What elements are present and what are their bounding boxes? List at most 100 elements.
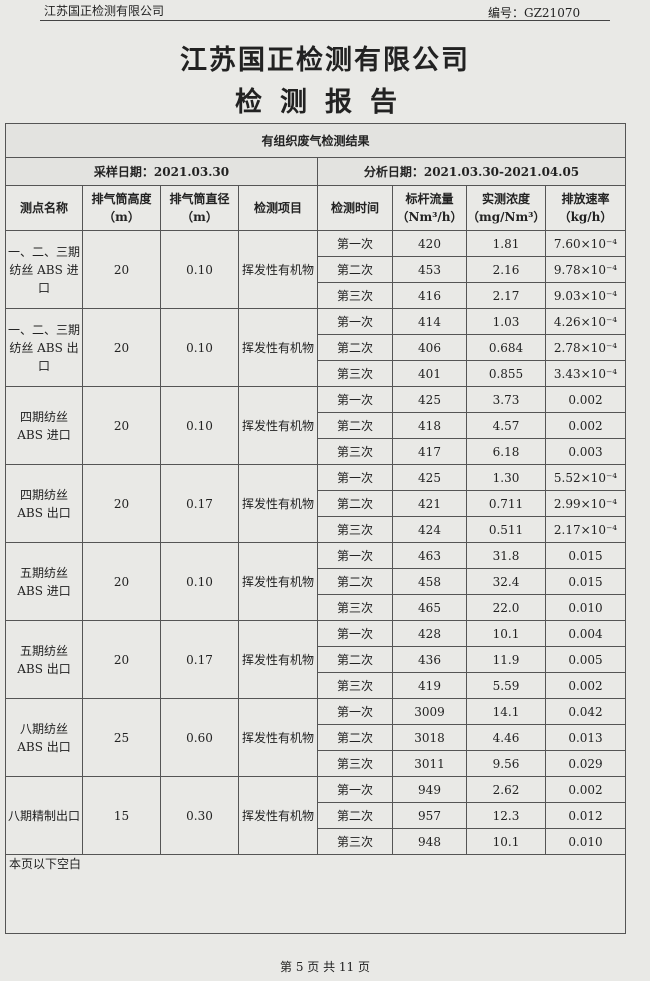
stack-height: 20 <box>82 308 161 387</box>
concentration: 10.1 <box>466 828 546 855</box>
test-time: 第二次 <box>317 568 393 595</box>
flow-rate: 420 <box>392 230 467 257</box>
site-name: 四期纺丝 ABS 进口 <box>5 386 83 465</box>
concentration: 0.855 <box>466 360 546 387</box>
emission-rate: 0.002 <box>544 776 627 803</box>
emission-rate: 0.003 <box>544 438 627 465</box>
header-divider <box>40 20 610 21</box>
report-number: 编号：GZ21070 <box>488 6 581 20</box>
flow-rate: 417 <box>392 438 467 465</box>
test-time: 第一次 <box>317 542 393 569</box>
flow-rate: 401 <box>392 360 467 387</box>
emission-rate: 0.002 <box>544 412 627 439</box>
column-header: 检测项目 <box>238 185 318 231</box>
test-time: 第二次 <box>317 256 393 283</box>
table-row: 第三次 401 0.855 3.43×10⁻⁴ <box>6 360 627 387</box>
emission-rate: 0.002 <box>544 672 627 699</box>
test-time: 第二次 <box>317 724 393 751</box>
concentration: 11.9 <box>466 646 546 673</box>
stack-height: 20 <box>82 386 161 465</box>
test-time: 第三次 <box>317 594 393 621</box>
test-time: 第一次 <box>317 698 393 725</box>
emission-rate: 5.52×10⁻⁴ <box>544 464 627 491</box>
test-time: 第三次 <box>317 516 393 543</box>
column-header: 检测时间 <box>317 185 393 231</box>
flow-rate: 418 <box>392 412 467 439</box>
flow-rate: 3011 <box>392 750 467 777</box>
concentration: 3.73 <box>466 386 546 413</box>
stack-diameter: 0.10 <box>160 308 239 387</box>
concentration: 2.16 <box>466 256 546 283</box>
table-row: 第二次 453 2.16 9.78×10⁻⁴ <box>6 256 627 283</box>
stack-diameter: 0.60 <box>160 698 239 777</box>
flow-rate: 3009 <box>392 698 467 725</box>
table-row: 第三次 3011 9.56 0.029 <box>6 750 627 777</box>
concentration: 4.46 <box>466 724 546 751</box>
test-time: 第二次 <box>317 412 393 439</box>
emission-rate: 0.010 <box>544 594 627 621</box>
table-row: 第二次 418 4.57 0.002 <box>6 412 627 439</box>
test-item: 挥发性有机物 <box>238 464 318 543</box>
table-row: 五期纺丝 ABS 进口 20 0.10 挥发性有机物 第一次 463 31.8 0.015 <box>5 542 627 621</box>
column-header: 排放速率（kg/h） <box>544 185 627 231</box>
test-time: 第一次 <box>317 386 393 413</box>
concentration: 10.1 <box>466 620 546 647</box>
test-time: 第二次 <box>317 646 393 673</box>
emission-rate: 7.60×10⁻⁴ <box>544 230 627 257</box>
emission-rate: 4.26×10⁻⁴ <box>544 308 627 335</box>
flow-rate: 465 <box>392 594 467 621</box>
test-item: 挥发性有机物 <box>238 776 318 855</box>
emission-rate: 0.005 <box>544 646 627 673</box>
concentration: 1.30 <box>466 464 546 491</box>
concentration: 0.684 <box>466 334 546 361</box>
page-number: 第 5 页 共 11 页 <box>280 960 370 974</box>
emission-rate: 0.004 <box>544 620 627 647</box>
concentration: 2.17 <box>466 282 546 309</box>
column-header: 测点名称 <box>5 185 83 231</box>
column-header: 实测浓度（mg/Nm³） <box>466 185 546 231</box>
table-caption: 有组织废气检测结果 <box>4 123 627 158</box>
flow-rate: 948 <box>392 828 467 855</box>
table-row: 四期纺丝 ABS 出口 20 0.17 挥发性有机物 第一次 425 1.30 5.52×10… <box>5 464 627 543</box>
concentration: 9.56 <box>466 750 546 777</box>
concentration: 14.1 <box>466 698 546 725</box>
column-header: 标杆流量（Nm³/h） <box>392 185 467 231</box>
concentration: 12.3 <box>466 802 546 829</box>
test-item: 挥发性有机物 <box>238 620 318 699</box>
stack-height: 15 <box>82 776 161 855</box>
emission-rate: 9.03×10⁻⁴ <box>544 282 627 309</box>
emission-rate: 0.015 <box>544 568 627 595</box>
emission-rate: 2.99×10⁻⁴ <box>544 490 627 517</box>
test-time: 第一次 <box>317 620 393 647</box>
concentration: 4.57 <box>466 412 546 439</box>
emission-rate: 0.015 <box>544 542 627 569</box>
table-row: 第三次 948 10.1 0.010 <box>6 828 627 855</box>
test-item: 挥发性有机物 <box>238 698 318 777</box>
concentration: 0.511 <box>466 516 546 543</box>
concentration: 6.18 <box>466 438 546 465</box>
flow-rate: 416 <box>392 282 467 309</box>
stack-height: 20 <box>82 464 161 543</box>
concentration: 2.62 <box>466 776 546 803</box>
flow-rate: 428 <box>392 620 467 647</box>
table-row: 八期纺丝 ABS 出口 25 0.60 挥发性有机物 第一次 3009 14.1 0.042 <box>5 698 627 777</box>
table-row: 一、二、三期纺丝 ABS 进口 20 0.10 挥发性有机物 第一次 420 1.81 7.6… <box>5 230 627 309</box>
stack-height: 20 <box>82 542 161 621</box>
table-row: 第三次 419 5.59 0.002 <box>6 672 627 699</box>
flow-rate: 436 <box>392 646 467 673</box>
analysis-date: 分析日期：2021.03.30-2021.04.05 <box>316 157 627 186</box>
site-name: 五期纺丝 ABS 出口 <box>5 620 83 699</box>
site-name: 八期纺丝 ABS 出口 <box>5 698 83 777</box>
document-title: 江苏国正检测有限公司 <box>180 45 470 76</box>
flow-rate: 424 <box>392 516 467 543</box>
emission-rate: 9.78×10⁻⁴ <box>544 256 627 283</box>
concentration: 32.4 <box>466 568 546 595</box>
concentration: 31.8 <box>466 542 546 569</box>
stack-height: 25 <box>82 698 161 777</box>
site-name: 八期精制出口 <box>5 776 83 855</box>
table-row: 第二次 406 0.684 2.78×10⁻⁴ <box>6 334 627 361</box>
column-header: 排气筒高度（m） <box>82 185 161 231</box>
flow-rate: 3018 <box>392 724 467 751</box>
concentration: 0.711 <box>466 490 546 517</box>
flow-rate: 453 <box>392 256 467 283</box>
